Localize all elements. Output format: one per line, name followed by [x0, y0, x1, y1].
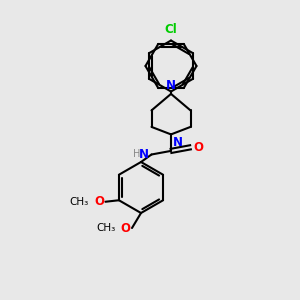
Text: CH₃: CH₃ — [96, 223, 116, 233]
Text: O: O — [193, 141, 203, 154]
Text: O: O — [121, 221, 130, 235]
Text: Cl: Cl — [165, 23, 177, 36]
Text: H: H — [133, 148, 141, 159]
Text: N: N — [172, 136, 182, 149]
Text: N: N — [166, 80, 176, 92]
Text: O: O — [94, 195, 104, 208]
Text: N: N — [139, 148, 149, 161]
Text: CH₃: CH₃ — [70, 197, 89, 207]
